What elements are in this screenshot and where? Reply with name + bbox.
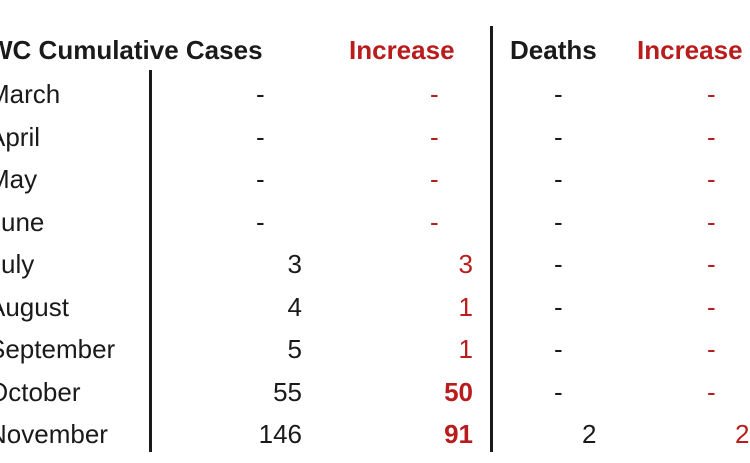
increase-deaths-value: - [707,164,716,194]
deaths-value: - [554,164,563,194]
month-label: August [0,292,69,322]
header-increase-deaths: Increase [637,35,743,65]
increase-deaths-value: - [707,207,716,237]
divider-deaths-section [490,26,493,452]
increase-cases-value: - [430,207,439,237]
cumulative-cases-value: - [256,122,265,152]
increase-deaths-value: - [707,122,716,152]
increase-deaths-value: - [707,377,716,407]
month-label: March [0,79,61,109]
month-label: April [0,122,41,152]
increase-cases-value: - [430,79,439,109]
increase-cases-value: - [430,164,439,194]
deaths-value: 2 [582,419,597,449]
increase-cases-value: 1 [458,334,473,364]
month-label: November [0,419,108,449]
increase-deaths-value: - [707,249,716,279]
header-cumulative-cases: WC Cumulative Cases [0,35,263,65]
deaths-value: - [554,292,563,322]
deaths-value: - [554,122,563,152]
cumulative-cases-value: - [256,79,265,109]
deaths-value: - [554,334,563,364]
increase-cases-value: 91 [444,419,473,449]
month-label: June [0,207,45,237]
month-label: September [0,334,116,364]
cumulative-cases-value: 3 [287,249,302,279]
cumulative-cases-value: - [256,164,265,194]
divider-label-column [149,70,152,452]
cumulative-cases-value: 5 [287,334,302,364]
month-label: October [0,377,81,407]
cumulative-cases-value: 4 [287,292,302,322]
cumulative-cases-value: 146 [258,419,302,449]
increase-deaths-value: - [707,79,716,109]
increase-cases-value: 3 [458,249,473,279]
increase-deaths-value: - [707,292,716,322]
cumulative-cases-value: 55 [273,377,302,407]
deaths-value: - [554,207,563,237]
header-deaths: Deaths [510,35,597,65]
month-label: July [0,249,35,279]
month-label: May [0,164,38,194]
deaths-value: - [554,79,563,109]
increase-deaths-value: - [707,334,716,364]
deaths-value: - [554,249,563,279]
increase-cases-value: 1 [458,292,473,322]
cumulative-cases-value: - [256,207,265,237]
deaths-value: - [554,377,563,407]
header-increase-cases: Increase [349,35,455,65]
increase-cases-value: 50 [444,377,473,407]
increase-deaths-value: 2 [735,419,750,449]
increase-cases-value: - [430,122,439,152]
